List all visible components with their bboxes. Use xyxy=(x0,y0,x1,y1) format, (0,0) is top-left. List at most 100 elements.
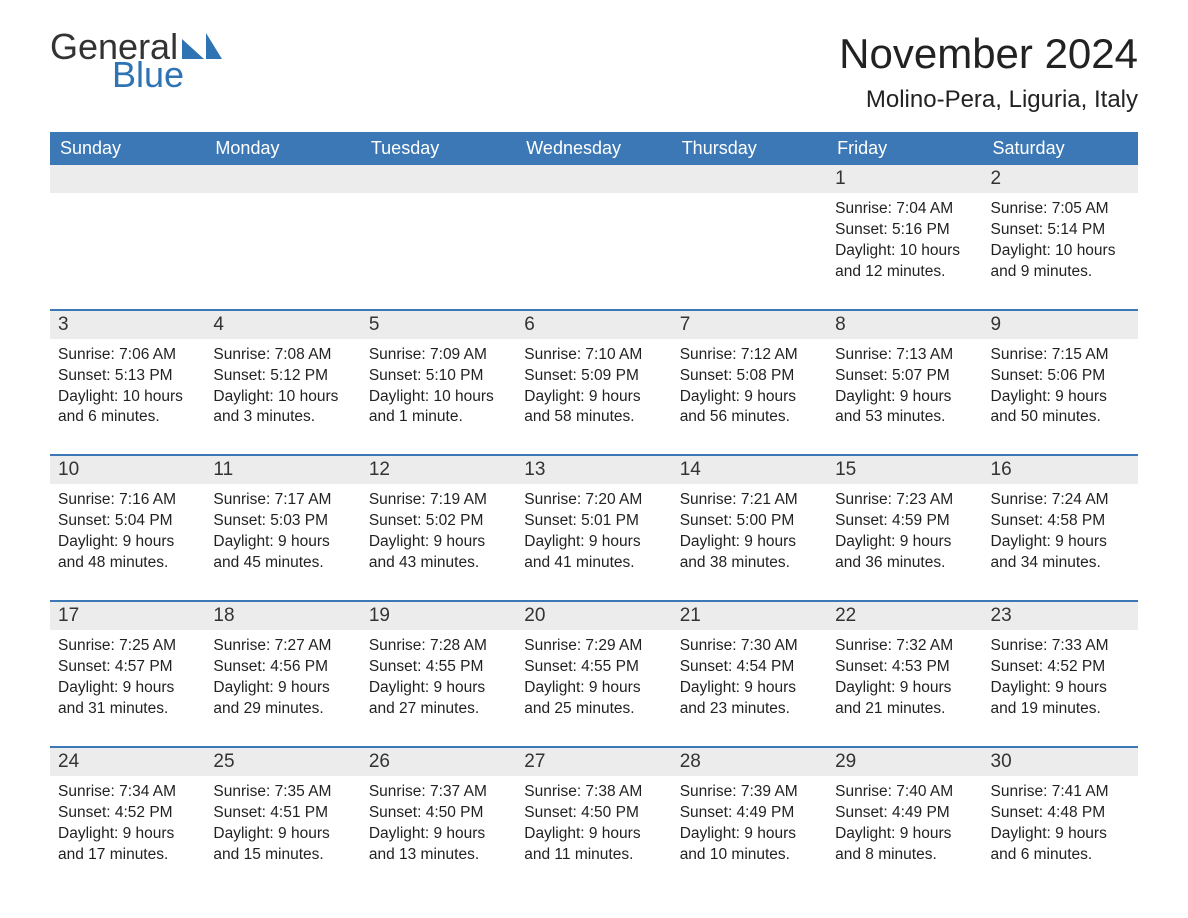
day-number: 27 xyxy=(516,748,671,776)
dow-friday: Friday xyxy=(827,132,982,165)
sunrise: Sunrise: 7:17 AM xyxy=(213,490,352,511)
day-number: 4 xyxy=(205,311,360,339)
sunset: Sunset: 5:08 PM xyxy=(680,366,819,387)
day-cell: 4Sunrise: 7:08 AMSunset: 5:12 PMDaylight… xyxy=(205,311,360,433)
sunset: Sunset: 5:03 PM xyxy=(213,511,352,532)
sunset: Sunset: 4:57 PM xyxy=(58,657,197,678)
brand-triangle-icon xyxy=(182,33,222,62)
daylight: Daylight: 9 hours and 11 minutes. xyxy=(524,824,663,866)
sunset: Sunset: 4:55 PM xyxy=(524,657,663,678)
day-number: 9 xyxy=(983,311,1138,339)
day-cell: 1Sunrise: 7:04 AMSunset: 5:16 PMDaylight… xyxy=(827,165,982,287)
day-number: 16 xyxy=(983,456,1138,484)
day-body: Sunrise: 7:16 AMSunset: 5:04 PMDaylight:… xyxy=(50,484,205,578)
sunrise: Sunrise: 7:28 AM xyxy=(369,636,508,657)
sunset: Sunset: 4:50 PM xyxy=(369,803,508,824)
sunrise: Sunrise: 7:35 AM xyxy=(213,782,352,803)
title-block: November 2024 Molino-Pera, Liguria, Ital… xyxy=(839,30,1138,114)
day-cell xyxy=(516,165,671,287)
sunrise: Sunrise: 7:21 AM xyxy=(680,490,819,511)
day-number: 7 xyxy=(672,311,827,339)
daylight: Daylight: 10 hours and 6 minutes. xyxy=(58,387,197,429)
sunset: Sunset: 4:52 PM xyxy=(991,657,1130,678)
day-body: Sunrise: 7:21 AMSunset: 5:00 PMDaylight:… xyxy=(672,484,827,578)
day-number: 24 xyxy=(50,748,205,776)
day-body: Sunrise: 7:09 AMSunset: 5:10 PMDaylight:… xyxy=(361,339,516,433)
sunset: Sunset: 5:07 PM xyxy=(835,366,974,387)
sunset: Sunset: 5:04 PM xyxy=(58,511,197,532)
day-cell: 8Sunrise: 7:13 AMSunset: 5:07 PMDaylight… xyxy=(827,311,982,433)
sunrise: Sunrise: 7:13 AM xyxy=(835,345,974,366)
day-number: 21 xyxy=(672,602,827,630)
day-number: 1 xyxy=(827,165,982,193)
sunset: Sunset: 5:09 PM xyxy=(524,366,663,387)
day-number: 29 xyxy=(827,748,982,776)
day-body xyxy=(672,193,827,203)
sunrise: Sunrise: 7:20 AM xyxy=(524,490,663,511)
day-number: 23 xyxy=(983,602,1138,630)
month-title: November 2024 xyxy=(839,30,1138,78)
day-cell: 16 Sunrise: 7:24 AMSunset: 4:58 PMDayligh… xyxy=(983,456,1138,578)
day-body: Sunrise: 7:41 AMSunset: 4:48 PMDaylight:… xyxy=(983,776,1138,870)
day-cell: 11Sunrise: 7:17 AMSunset: 5:03 PMDayligh… xyxy=(205,456,360,578)
day-body: Sunrise: 7:39 AMSunset: 4:49 PMDaylight:… xyxy=(672,776,827,870)
day-cell: 28Sunrise: 7:39 AMSunset: 4:49 PMDayligh… xyxy=(672,748,827,870)
day-body: Sunrise: 7:30 AMSunset: 4:54 PMDaylight:… xyxy=(672,630,827,724)
daylight: Daylight: 9 hours and 19 minutes. xyxy=(991,678,1130,720)
day-number: 2 xyxy=(983,165,1138,193)
day-body xyxy=(516,193,671,203)
sunrise: Sunrise: 7:15 AM xyxy=(991,345,1130,366)
day-number: 18 xyxy=(205,602,360,630)
sunrise: Sunrise: 7:27 AM xyxy=(213,636,352,657)
week-row: 10Sunrise: 7:16 AMSunset: 5:04 PMDayligh… xyxy=(50,454,1138,578)
day-body: Sunrise: 7:10 AMSunset: 5:09 PMDaylight:… xyxy=(516,339,671,433)
sunset: Sunset: 4:51 PM xyxy=(213,803,352,824)
sunset: Sunset: 4:58 PM xyxy=(991,511,1130,532)
day-body: Sunrise: 7:29 AMSunset: 4:55 PMDaylight:… xyxy=(516,630,671,724)
sunrise: Sunrise: 7:06 AM xyxy=(58,345,197,366)
day-number: 28 xyxy=(672,748,827,776)
day-cell: 30Sunrise: 7:41 AMSunset: 4:48 PMDayligh… xyxy=(983,748,1138,870)
day-body: Sunrise: 7:38 AMSunset: 4:50 PMDaylight:… xyxy=(516,776,671,870)
sunrise: Sunrise: 7:34 AM xyxy=(58,782,197,803)
week-row: 1Sunrise: 7:04 AMSunset: 5:16 PMDaylight… xyxy=(50,165,1138,287)
day-cell: 27Sunrise: 7:38 AMSunset: 4:50 PMDayligh… xyxy=(516,748,671,870)
day-cell: 18Sunrise: 7:27 AMSunset: 4:56 PMDayligh… xyxy=(205,602,360,724)
day-number: 8 xyxy=(827,311,982,339)
day-number: 3 xyxy=(50,311,205,339)
day-cell: 23Sunrise: 7:33 AMSunset: 4:52 PMDayligh… xyxy=(983,602,1138,724)
daylight: Daylight: 9 hours and 17 minutes. xyxy=(58,824,197,866)
day-cell: 20Sunrise: 7:29 AMSunset: 4:55 PMDayligh… xyxy=(516,602,671,724)
calendar: SundayMondayTuesdayWednesdayThursdayFrid… xyxy=(50,132,1138,869)
sunrise: Sunrise: 7:29 AM xyxy=(524,636,663,657)
day-body: Sunrise: 7:13 AMSunset: 5:07 PMDaylight:… xyxy=(827,339,982,433)
day-body: Sunrise: 7:17 AMSunset: 5:03 PMDaylight:… xyxy=(205,484,360,578)
dow-sunday: Sunday xyxy=(50,132,205,165)
sunset: Sunset: 5:10 PM xyxy=(369,366,508,387)
day-number xyxy=(516,165,671,193)
location: Molino-Pera, Liguria, Italy xyxy=(839,86,1138,114)
day-cell: 9Sunrise: 7:15 AMSunset: 5:06 PMDaylight… xyxy=(983,311,1138,433)
day-number xyxy=(205,165,360,193)
daylight: Daylight: 9 hours and 58 minutes. xyxy=(524,387,663,429)
sunset: Sunset: 4:48 PM xyxy=(991,803,1130,824)
sunrise: Sunrise: 7:24 AM xyxy=(991,490,1130,511)
day-body: Sunrise: 7:23 AMSunset: 4:59 PMDaylight:… xyxy=(827,484,982,578)
day-body: Sunrise: 7:04 AMSunset: 5:16 PMDaylight:… xyxy=(827,193,982,287)
sunset: Sunset: 5:14 PM xyxy=(991,220,1130,241)
dow-monday: Monday xyxy=(205,132,360,165)
sunrise: Sunrise: 7:05 AM xyxy=(991,199,1130,220)
daylight: Daylight: 9 hours and 41 minutes. xyxy=(524,532,663,574)
day-number: 17 xyxy=(50,602,205,630)
daylight: Daylight: 9 hours and 34 minutes. xyxy=(991,532,1130,574)
sunrise: Sunrise: 7:08 AM xyxy=(213,345,352,366)
sunrise: Sunrise: 7:25 AM xyxy=(58,636,197,657)
day-body: Sunrise: 7:15 AMSunset: 5:06 PMDaylight:… xyxy=(983,339,1138,433)
daylight: Daylight: 9 hours and 10 minutes. xyxy=(680,824,819,866)
day-body: Sunrise: 7:34 AMSunset: 4:52 PMDaylight:… xyxy=(50,776,205,870)
day-body: Sunrise: 7:33 AMSunset: 4:52 PMDaylight:… xyxy=(983,630,1138,724)
day-cell: 25Sunrise: 7:35 AMSunset: 4:51 PMDayligh… xyxy=(205,748,360,870)
week-row: 24Sunrise: 7:34 AMSunset: 4:52 PMDayligh… xyxy=(50,746,1138,870)
day-number: 13 xyxy=(516,456,671,484)
day-number: 25 xyxy=(205,748,360,776)
